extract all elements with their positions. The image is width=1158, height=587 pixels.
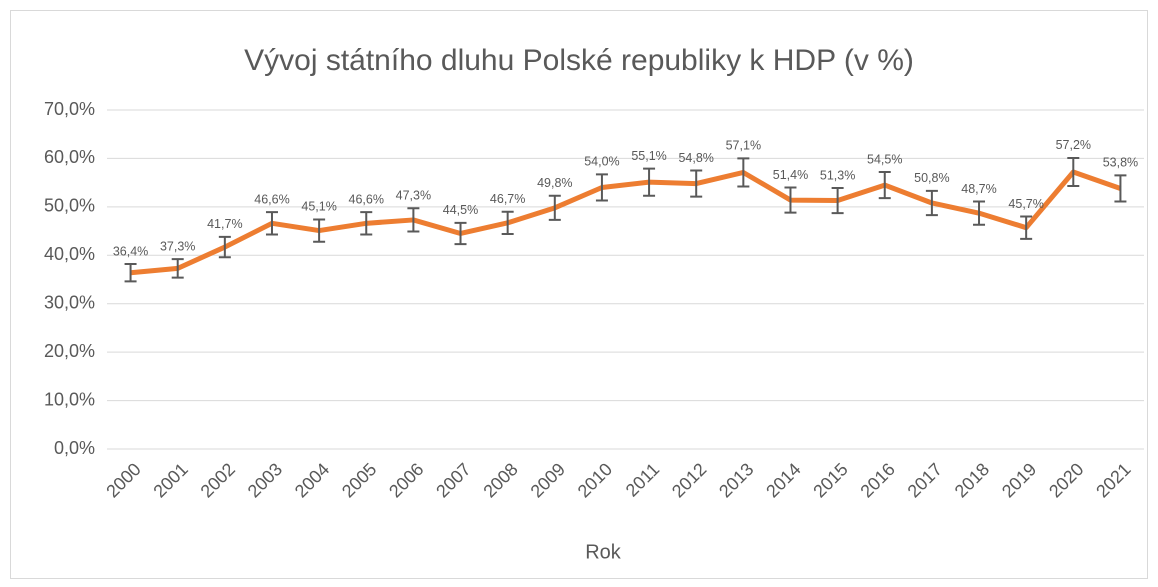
error-bar [973, 200, 986, 226]
data-label: 46,7% [490, 192, 525, 206]
error-bar [1067, 156, 1080, 188]
y-tick-label: 20,0% [44, 341, 95, 361]
chart-title: Vývoj státního dluhu Polské republiky k … [244, 44, 914, 77]
error-bar [360, 211, 373, 236]
data-label: 46,6% [349, 192, 384, 206]
data-line [130, 169, 1122, 276]
error-bar [313, 218, 326, 243]
data-label: 54,0% [584, 155, 619, 169]
error-bar [548, 194, 561, 221]
data-label: 54,8% [678, 151, 713, 165]
data-label: 51,3% [820, 168, 855, 182]
error-bar [878, 170, 891, 200]
data-label: 37,3% [160, 239, 195, 253]
y-tick-label: 70,0% [44, 99, 95, 119]
error-bar [454, 221, 467, 246]
data-label: 41,7% [207, 217, 242, 231]
error-bar [643, 167, 656, 197]
error-bar [265, 211, 278, 236]
error-bar [1020, 215, 1033, 240]
chart-border [10, 10, 1148, 579]
data-label: 57,2% [1056, 138, 1091, 152]
data-label: 45,7% [1008, 197, 1043, 211]
error-bar [925, 189, 938, 217]
data-label: 36,4% [113, 244, 148, 258]
error-bar [690, 169, 703, 198]
data-label: 44,5% [443, 203, 478, 217]
data-label: 57,1% [726, 139, 761, 153]
data-label: 53,8% [1103, 156, 1138, 170]
error-bar [831, 186, 844, 215]
data-label: 50,8% [914, 171, 949, 185]
error-bar [595, 173, 608, 202]
data-label: 47,3% [396, 189, 431, 203]
y-tick-label: 10,0% [44, 389, 95, 409]
data-label: 51,4% [773, 168, 808, 182]
data-label: 45,1% [301, 200, 336, 214]
error-bar [124, 263, 137, 283]
data-label: 54,5% [867, 152, 902, 166]
y-tick-label: 30,0% [44, 292, 95, 312]
y-tick-label: 40,0% [44, 244, 95, 264]
error-bar [171, 258, 184, 279]
error-bar [407, 207, 420, 233]
x-axis-label: Rok [585, 541, 622, 563]
error-bar [218, 235, 231, 259]
y-tick-label: 60,0% [44, 147, 95, 167]
y-tick-label: 50,0% [44, 196, 95, 216]
data-label: 48,7% [961, 182, 996, 196]
y-tick-label: 0,0% [54, 438, 95, 458]
data-label: 49,8% [537, 176, 572, 190]
error-bar [784, 186, 797, 214]
error-bar [1114, 174, 1127, 203]
error-bar [737, 157, 750, 188]
error-bar [501, 210, 514, 235]
data-label: 55,1% [631, 149, 666, 163]
data-label: 46,6% [254, 192, 289, 206]
